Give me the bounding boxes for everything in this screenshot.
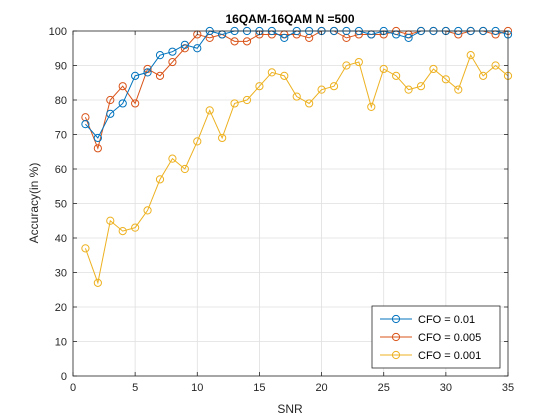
data-point	[193, 44, 202, 53]
x-tick-label: 0	[70, 382, 76, 394]
x-tick-label: 25	[378, 382, 390, 394]
data-point	[155, 71, 165, 80]
data-point	[280, 33, 289, 43]
y-tick-label: 70	[55, 130, 67, 142]
data-point	[168, 47, 177, 56]
data-point	[242, 37, 252, 46]
x-axis-title: SNR	[277, 402, 303, 416]
data-point	[155, 175, 165, 184]
x-tick-label: 35	[502, 382, 514, 394]
data-point	[168, 57, 177, 67]
data-point	[354, 57, 363, 67]
data-point	[106, 95, 115, 105]
data-point	[168, 154, 177, 163]
data-point	[205, 106, 214, 115]
x-tick-label: 5	[132, 382, 138, 394]
legend: CFO = 0.01 CFO = 0.005 CFO = 0.001	[371, 305, 501, 369]
data-point	[379, 64, 388, 74]
data-point	[180, 164, 189, 174]
data-point	[155, 51, 165, 60]
data-point	[404, 33, 413, 43]
y-tick-label: 10	[55, 337, 67, 349]
y-tick-label: 0	[61, 371, 67, 383]
legend-marker	[391, 332, 401, 342]
legend-marker	[391, 350, 401, 360]
data-point	[429, 64, 438, 74]
data-point	[93, 133, 102, 143]
data-point	[106, 216, 115, 225]
data-point	[491, 61, 500, 70]
data-point	[118, 99, 127, 108]
data-point	[81, 120, 90, 129]
y-tick-label: 40	[55, 233, 67, 245]
legend-label: CFO = 0.001	[418, 350, 481, 362]
data-point	[479, 71, 488, 80]
data-point	[118, 82, 127, 91]
axis-ticks: 0 5 10 15 20 25 30 35 0 10 20 30 40 50 60 70 80 90 100	[49, 26, 514, 394]
x-tick-label: 10	[191, 382, 203, 394]
data-point	[280, 71, 289, 80]
y-axis-title: Accuracy(in %)	[27, 163, 41, 244]
series-line	[84, 53, 509, 285]
data-point	[255, 82, 264, 91]
data-point	[392, 71, 401, 80]
data-point	[131, 71, 140, 80]
data-point	[342, 61, 351, 70]
data-point	[131, 99, 140, 108]
data-point	[441, 75, 450, 84]
chart-title: 16QAM-16QAM N =500	[225, 12, 354, 26]
data-point	[454, 85, 463, 94]
data-point	[131, 223, 140, 232]
y-tick-label: 30	[55, 268, 67, 280]
data-point	[143, 68, 152, 77]
data-point	[93, 278, 102, 287]
data-point	[466, 51, 475, 60]
data-point	[305, 99, 314, 108]
x-tick-label: 20	[315, 382, 327, 394]
y-tick-label: 100	[49, 26, 67, 38]
data-point	[230, 37, 239, 46]
data-point	[106, 109, 115, 118]
y-tick-label: 60	[55, 164, 67, 176]
x-tick-label: 15	[253, 382, 265, 394]
data-point	[242, 95, 252, 105]
data-point	[93, 144, 102, 153]
data-point	[292, 92, 301, 101]
data-point	[81, 244, 90, 253]
y-tick-label: 80	[55, 95, 67, 107]
data-point	[329, 82, 339, 91]
y-tick-label: 50	[55, 199, 67, 211]
data-point	[230, 99, 239, 108]
data-point	[118, 227, 127, 236]
data-point	[404, 85, 413, 94]
legend-label: CFO = 0.01	[418, 314, 475, 326]
data-point	[317, 85, 326, 94]
data-point	[416, 82, 426, 91]
data-point	[193, 137, 202, 146]
data-point	[267, 68, 276, 77]
data-point	[218, 133, 227, 143]
data-point	[143, 206, 152, 215]
y-tick-label: 90	[55, 61, 67, 73]
x-tick-label: 30	[440, 382, 452, 394]
y-tick-label: 20	[55, 302, 67, 314]
series-3	[81, 51, 513, 287]
legend-marker	[391, 314, 401, 324]
data-point	[367, 102, 376, 112]
legend-label: CFO = 0.005	[418, 332, 481, 344]
data-point	[180, 40, 189, 49]
